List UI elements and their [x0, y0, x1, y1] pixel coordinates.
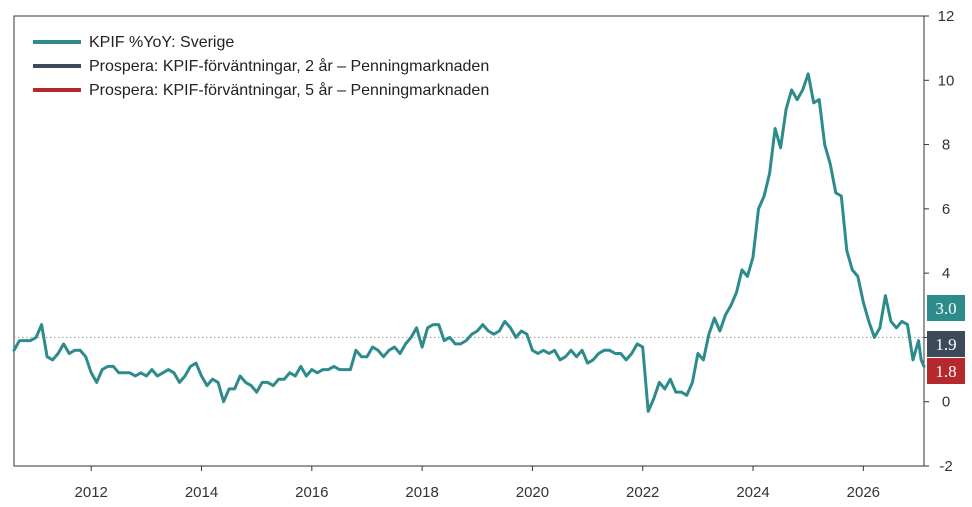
x-tick-label: 2020	[516, 484, 549, 501]
end-value-badges: 3.0 1.9 1.8	[927, 295, 965, 384]
legend: KPIF %YoY: Sverige Prospera: KPIF-förvänt…	[33, 34, 489, 99]
series-layer	[12, 72, 926, 413]
y-tick-label: 4	[942, 265, 950, 282]
y-tick-label: -2	[939, 458, 952, 475]
legend-label-1: Prospera: KPIF-förväntningar, 2 år – Pen…	[89, 57, 489, 75]
x-tick-label: 2026	[847, 484, 880, 501]
end-value-badge-2	[927, 358, 965, 384]
x-tick-label: 2014	[185, 484, 218, 501]
y-axis: -2024681012	[924, 8, 954, 475]
legend-label-0: KPIF %YoY: Sverige	[89, 34, 234, 51]
x-tick-label: 2018	[405, 484, 438, 501]
end-value-label-1: 1.9	[935, 335, 956, 354]
y-tick-label: 0	[942, 394, 950, 411]
end-value-badge-0	[927, 295, 965, 321]
plot-area	[13, 15, 925, 467]
x-tick-label: 2012	[75, 484, 108, 501]
x-tick-label: 2016	[295, 484, 328, 501]
series-line-0	[12, 72, 926, 413]
legend-label-2: Prospera: KPIF-förväntningar, 5 år – Pen…	[89, 81, 489, 99]
x-tick-label: 2024	[736, 484, 769, 501]
x-axis: 2012 2014 2016 2018 2020 2022 2024 2026	[75, 466, 880, 501]
end-value-label-2: 1.8	[935, 362, 956, 381]
y-tick-label: 10	[938, 72, 955, 89]
y-tick-label: 6	[942, 201, 950, 218]
x-tick-label: 2022	[626, 484, 659, 501]
y-tick-label: 12	[938, 8, 955, 25]
end-value-badge-1	[927, 331, 965, 357]
y-tick-label: 8	[942, 137, 950, 154]
end-value-label-0: 3.0	[935, 299, 956, 318]
